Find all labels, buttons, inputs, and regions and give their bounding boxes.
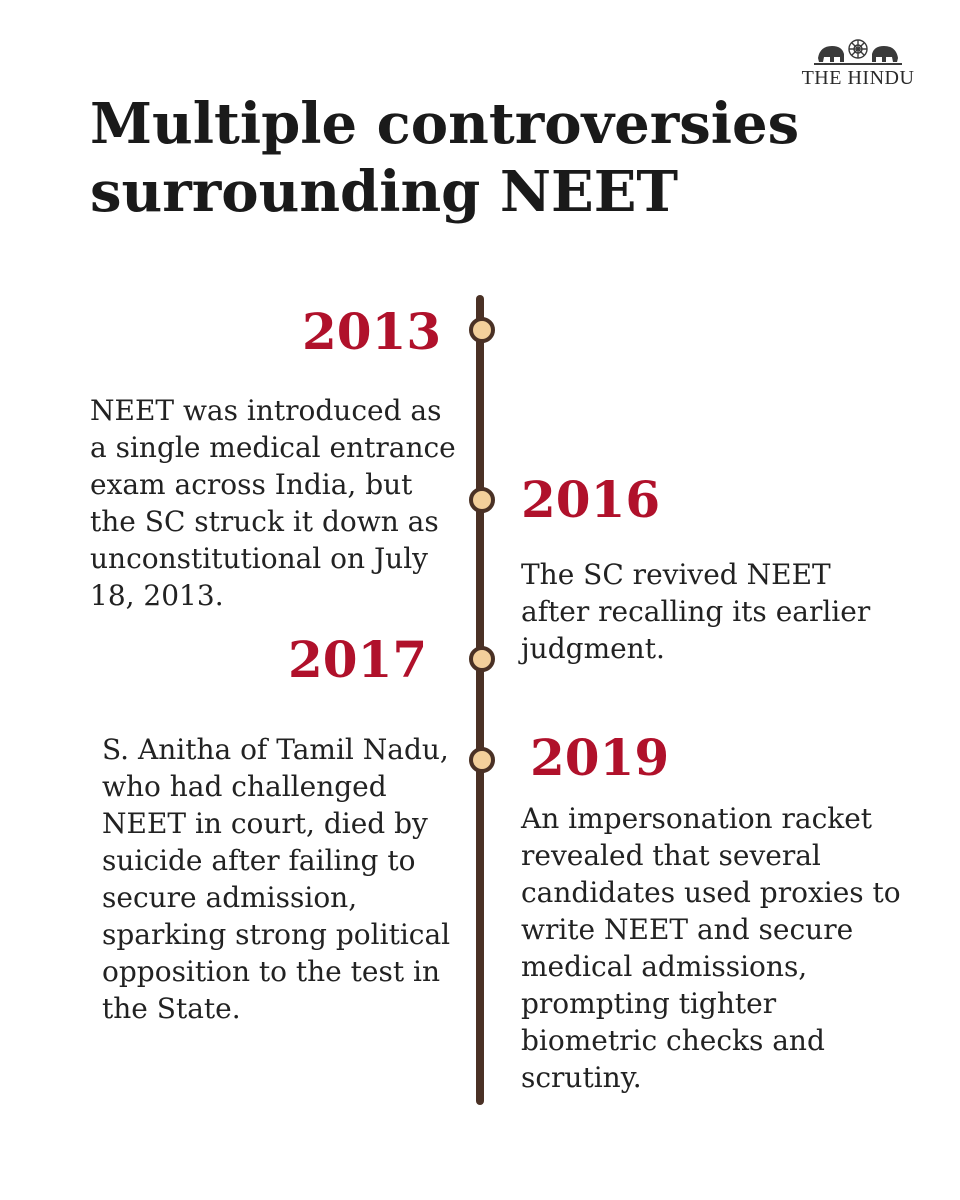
timeline-line bbox=[476, 295, 484, 1105]
brand-name: THE HINDU bbox=[801, 67, 915, 89]
timeline-dot-2017 bbox=[469, 646, 495, 672]
event-description-2016: The SC revived NEET after recalling its … bbox=[521, 558, 871, 665]
event-year-2019: 2019 bbox=[530, 728, 670, 787]
timeline-dot-2013 bbox=[469, 317, 495, 343]
emblem-icon bbox=[814, 39, 902, 65]
event-description-2019: An impersonation racket revealed that se… bbox=[521, 802, 901, 1094]
event-year-2013: 2013 bbox=[302, 302, 442, 361]
event-description-2013: NEET was introduced as a single medical … bbox=[90, 394, 456, 612]
page-title: Multiple controversies surrounding NEET bbox=[90, 91, 800, 225]
event-description-2017: S. Anitha of Tamil Nadu, who had challen… bbox=[102, 733, 451, 1025]
the-hindu-logo: THE HINDU bbox=[788, 36, 928, 90]
event-year-2016: 2016 bbox=[521, 470, 661, 529]
timeline-dot-2016 bbox=[469, 487, 495, 513]
timeline-dot-2019 bbox=[469, 747, 495, 773]
event-year-2017: 2017 bbox=[288, 630, 428, 689]
